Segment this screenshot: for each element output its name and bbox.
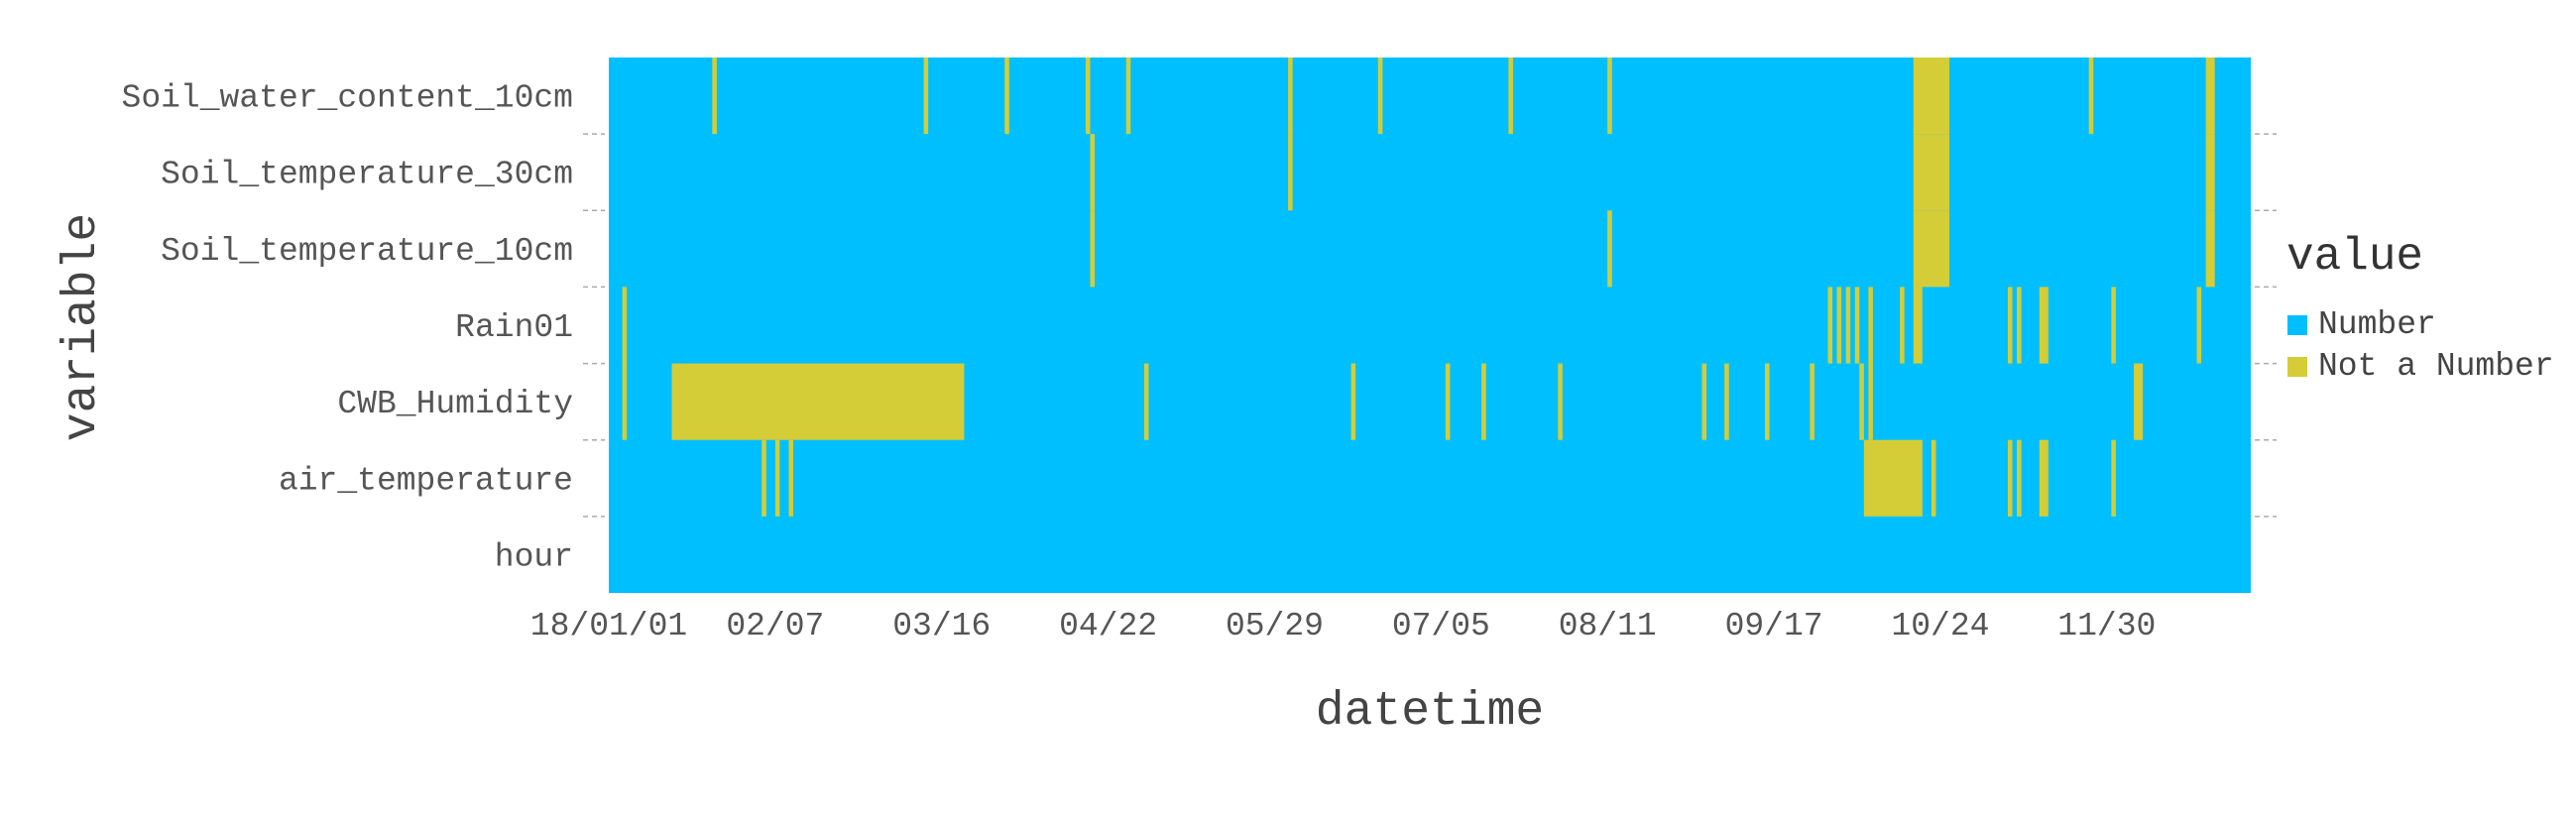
missing-span-CWB_Humidity-2	[1143, 363, 1149, 440]
legend-label: Not a Number	[2318, 348, 2554, 385]
missing-span-Soil_water_content_10cm-9	[1508, 58, 1513, 135]
x-axis-title: datetime	[1316, 685, 1544, 739]
x-tick-label: 05/29	[1226, 608, 1324, 644]
missing-span-Rain01-5	[1868, 287, 1873, 364]
y-tick-label: air_temperature	[279, 462, 573, 499]
missing-span-Soil_water_content_10cm-3	[923, 58, 929, 135]
x-tick-label: 08/11	[1559, 608, 1657, 644]
missing-span-Soil_water_content_10cm-0	[1913, 58, 1950, 135]
missing-span-Rain01-7	[1913, 287, 1923, 364]
missing-span-air_temperature-3	[788, 439, 794, 517]
missing-span-Soil_temperature_10cm-2	[1090, 210, 1095, 288]
legend: Number Not a Number	[2287, 306, 2554, 385]
missing-span-CWB_Humidity-3	[1350, 363, 1356, 440]
legend-label: Number	[2318, 306, 2436, 343]
missing-span-Rain01-11	[2111, 287, 2116, 364]
missing-span-Rain01-2	[1836, 287, 1842, 364]
y-tick-label: Soil_water_content_10cm	[122, 80, 573, 117]
missing-span-Soil_water_content_10cm-7	[1288, 58, 1293, 135]
missing-span-Rain01-0	[622, 287, 628, 364]
missing-span-Soil_water_content_10cm-11	[2088, 58, 2094, 135]
missing-span-CWB_Humidity-10	[1810, 363, 1815, 440]
missing-span-Soil_temperature_30cm-3	[1288, 134, 1293, 211]
missing-span-CWB_Humidity-9	[1765, 363, 1770, 440]
legend-swatch	[2287, 357, 2307, 377]
missing-span-Soil_water_content_10cm-2	[712, 58, 717, 135]
x-tick-label: 02/07	[726, 608, 824, 644]
missing-span-Rain01-12	[2196, 287, 2202, 364]
missing-span-air_temperature-0	[1863, 439, 1923, 517]
missing-span-Soil_water_content_10cm-6	[1125, 58, 1131, 135]
missing-span-Soil_water_content_10cm-1	[2205, 58, 2215, 135]
missing-span-Soil_temperature_10cm-0	[1913, 210, 1950, 288]
missing-span-Rain01-3	[1845, 287, 1851, 364]
x-axis-ticks: 18/01/01 02/07 03/16 04/22 05/29 07/05 08/11 09…	[530, 608, 2157, 644]
missing-span-CWB_Humidity-11	[1859, 363, 1864, 440]
heatmap-background	[609, 58, 2251, 593]
y-tick-label: hour	[495, 538, 573, 575]
missing-span-Rain01-8	[2008, 287, 2013, 364]
missing-span-CWB_Humidity-0	[671, 363, 965, 440]
missing-span-Soil_water_content_10cm-10	[1607, 58, 1612, 135]
missing-span-air_temperature-5	[2008, 439, 2013, 517]
missing-span-CWB_Humidity-6	[1558, 363, 1563, 440]
missing-span-Soil_temperature_10cm-1	[2205, 210, 2215, 288]
missing-span-Soil_water_content_10cm-8	[1377, 58, 1383, 135]
missing-span-air_temperature-1	[761, 439, 766, 517]
missing-span-CWB_Humidity-5	[1481, 363, 1486, 440]
y-axis-ticks: Soil_water_content_10cm Soil_temperature_…	[122, 80, 2277, 575]
y-tick-label: Soil_temperature_30cm	[161, 157, 573, 193]
y-axis-title: variable	[56, 213, 109, 441]
x-tick-label: 10/24	[1891, 608, 1989, 644]
missing-span-Rain01-1	[1827, 287, 1833, 364]
missing-span-air_temperature-6	[2017, 439, 2022, 517]
missing-span-CWB_Humidity-12	[1868, 363, 1873, 440]
x-tick-label: 04/22	[1059, 608, 1157, 644]
missing-span-Soil_temperature_30cm-2	[1090, 134, 1095, 211]
missing-span-Rain01-4	[1854, 287, 1860, 364]
missing-span-CWB_Humidity-13	[2134, 363, 2144, 440]
missing-span-CWB_Humidity-1	[622, 363, 628, 440]
y-tick-label: Rain01	[455, 309, 573, 346]
missing-span-CWB_Humidity-4	[1445, 363, 1451, 440]
missing-span-air_temperature-8	[2111, 439, 2116, 517]
plot-area	[609, 58, 2251, 593]
missing-span-CWB_Humidity-7	[1701, 363, 1707, 440]
missing-span-Rain01-6	[1900, 287, 1905, 364]
x-tick-label: 09/17	[1725, 608, 1823, 644]
x-tick-label: 11/30	[2057, 608, 2156, 644]
y-tick-label: Soil_temperature_10cm	[161, 233, 573, 270]
x-tick-label: 18/01/01	[530, 608, 687, 644]
missing-span-CWB_Humidity-8	[1724, 363, 1729, 440]
missing-span-Rain01-10	[2039, 287, 2049, 364]
missing-span-Rain01-9	[2017, 287, 2022, 364]
y-tick-label: CWB_Humidity	[337, 386, 573, 422]
missing-span-air_temperature-7	[2039, 439, 2049, 517]
legend-swatch	[2287, 315, 2307, 335]
missing-span-air_temperature-4	[1931, 439, 1936, 517]
missing-span-Soil_water_content_10cm-5	[1085, 58, 1091, 135]
legend-title: value	[2286, 231, 2423, 283]
missing-span-Soil_temperature_10cm-3	[1607, 210, 1612, 288]
x-tick-label: 03/16	[892, 608, 991, 644]
missing-span-Soil_temperature_30cm-1	[2205, 134, 2215, 211]
missing-span-Soil_temperature_30cm-0	[1913, 134, 1950, 211]
x-tick-label: 07/05	[1392, 608, 1490, 644]
missing-span-air_temperature-2	[774, 439, 780, 517]
missing-span-Soil_water_content_10cm-4	[1004, 58, 1009, 135]
